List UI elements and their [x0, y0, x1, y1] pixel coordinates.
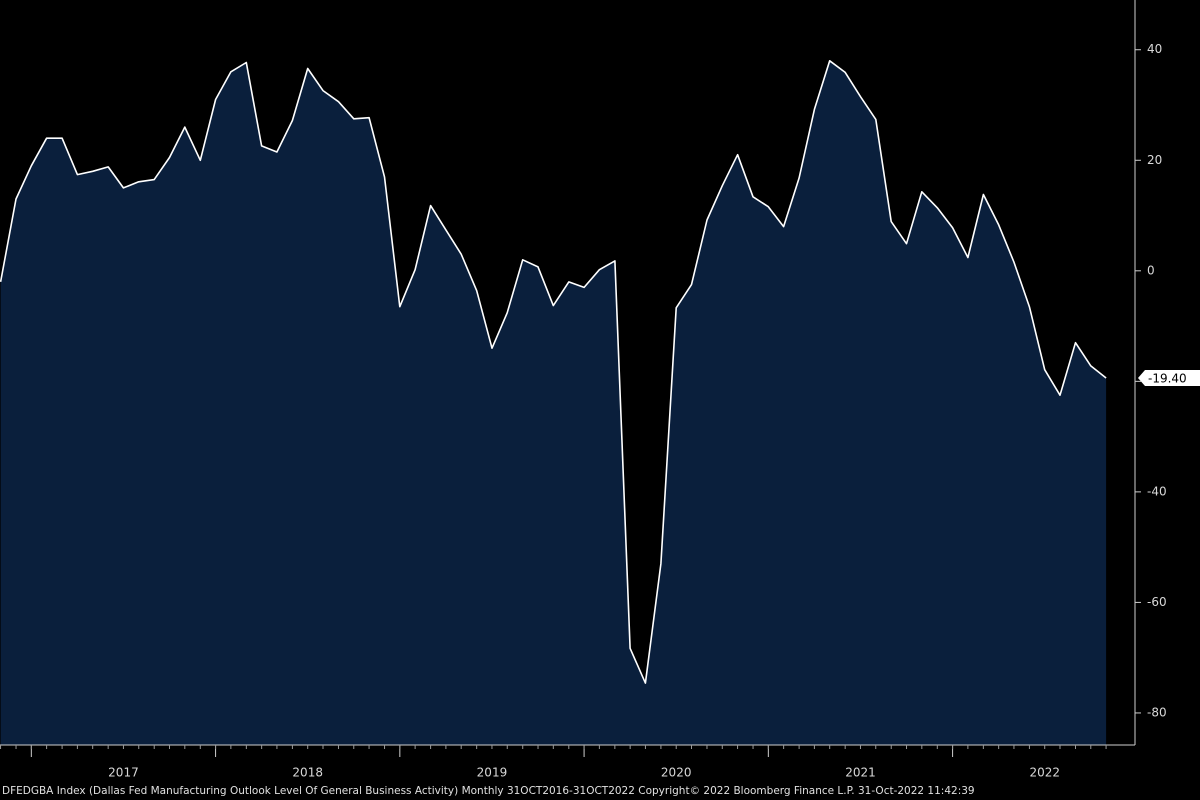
- x-tick-label: 2018: [292, 766, 323, 780]
- x-tick-label: 2017: [108, 766, 139, 780]
- footer: DFEDGBA Index (Dallas Fed Manufacturing …: [2, 785, 975, 797]
- y-tick-label: 0: [1147, 263, 1155, 277]
- x-tick-label: 2022: [1029, 766, 1060, 780]
- area: [0, 60, 1107, 746]
- x-tick-label: 2021: [845, 766, 876, 780]
- line: [0, 60, 1107, 684]
- y-tick-label: -80: [1147, 705, 1167, 719]
- value-label: -19.40: [1148, 372, 1187, 386]
- y-tick-label: 20: [1147, 153, 1162, 167]
- y-tick-label: -60: [1147, 595, 1167, 609]
- value-label-box: [1138, 370, 1200, 387]
- x-tick-label: 2019: [477, 766, 508, 780]
- x-tick-label: 2020: [661, 766, 692, 780]
- y-tick-label: -40: [1147, 484, 1167, 498]
- y-tick-label: 40: [1147, 42, 1162, 56]
